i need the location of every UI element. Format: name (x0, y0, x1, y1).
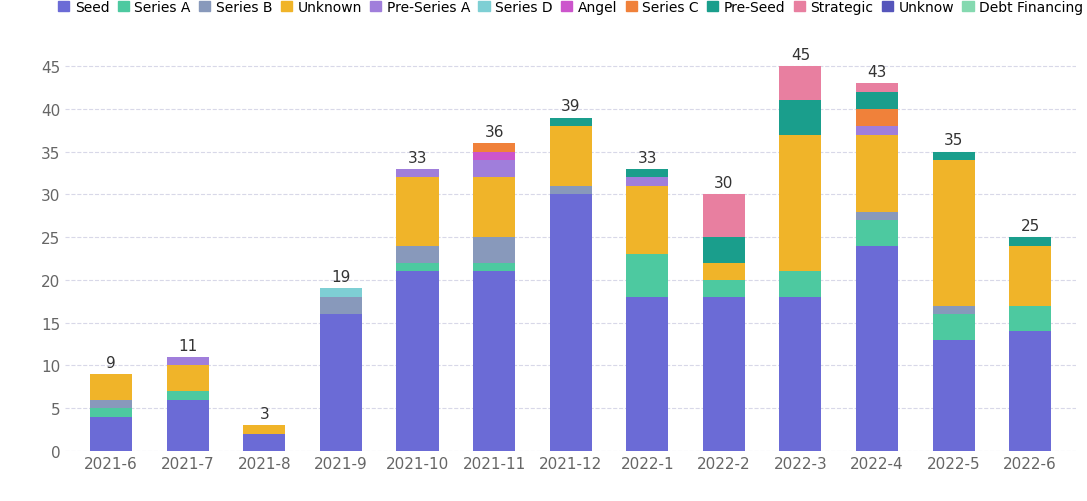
Bar (855, 212, 898, 220)
Bar (473, 272, 515, 451)
Text: 39: 39 (561, 99, 580, 114)
Text: 36: 36 (485, 125, 504, 140)
Bar (166, 366, 209, 391)
Bar (779, 272, 822, 298)
Bar (166, 391, 209, 400)
Bar (243, 425, 286, 434)
Bar (933, 161, 975, 306)
Bar (703, 264, 745, 281)
Bar (855, 127, 898, 135)
Bar (779, 67, 822, 101)
Bar (626, 178, 669, 186)
Bar (779, 135, 822, 272)
Bar (855, 246, 898, 451)
Text: 35: 35 (944, 133, 963, 148)
Text: 33: 33 (637, 150, 657, 165)
Bar (550, 118, 591, 127)
Bar (473, 237, 515, 264)
Bar (703, 237, 745, 264)
Text: 3: 3 (260, 406, 270, 421)
Bar (243, 434, 286, 451)
Text: 19: 19 (332, 270, 351, 285)
Text: 9: 9 (107, 355, 116, 370)
Bar (166, 400, 209, 451)
Bar (473, 152, 515, 161)
Bar (550, 186, 591, 195)
Bar (855, 84, 898, 93)
Bar (320, 289, 362, 298)
Text: 25: 25 (1021, 218, 1040, 233)
Bar (779, 298, 822, 451)
Bar (320, 298, 362, 315)
Bar (933, 315, 975, 340)
Bar (90, 400, 133, 408)
Bar (397, 246, 438, 264)
Bar (166, 357, 209, 366)
Bar (473, 178, 515, 237)
Bar (473, 161, 515, 178)
Legend: Seed, Series A, Series B, Unknown, Pre-Series A, Series D, Angel, Series C, Pre-: Seed, Series A, Series B, Unknown, Pre-S… (58, 1, 1084, 15)
Bar (1009, 306, 1051, 332)
Bar (626, 169, 669, 178)
Bar (933, 152, 975, 161)
Bar (397, 169, 438, 178)
Bar (855, 135, 898, 212)
Bar (397, 272, 438, 451)
Bar (473, 264, 515, 272)
Bar (90, 417, 133, 451)
Bar (473, 144, 515, 152)
Bar (1009, 332, 1051, 451)
Bar (779, 101, 822, 135)
Text: 45: 45 (791, 48, 810, 63)
Bar (626, 298, 669, 451)
Bar (855, 220, 898, 246)
Bar (320, 315, 362, 451)
Bar (1009, 246, 1051, 306)
Bar (90, 408, 133, 417)
Bar (397, 178, 438, 246)
Bar (703, 281, 745, 298)
Bar (855, 93, 898, 110)
Text: 11: 11 (178, 338, 198, 353)
Bar (90, 374, 133, 400)
Text: 43: 43 (867, 65, 887, 80)
Text: 33: 33 (408, 150, 427, 165)
Bar (550, 127, 591, 186)
Bar (397, 264, 438, 272)
Bar (855, 110, 898, 127)
Bar (550, 195, 591, 451)
Bar (1009, 237, 1051, 246)
Bar (626, 255, 669, 298)
Bar (703, 195, 745, 237)
Bar (703, 298, 745, 451)
Text: 30: 30 (714, 176, 734, 191)
Bar (933, 306, 975, 315)
Bar (933, 340, 975, 451)
Bar (626, 186, 669, 255)
